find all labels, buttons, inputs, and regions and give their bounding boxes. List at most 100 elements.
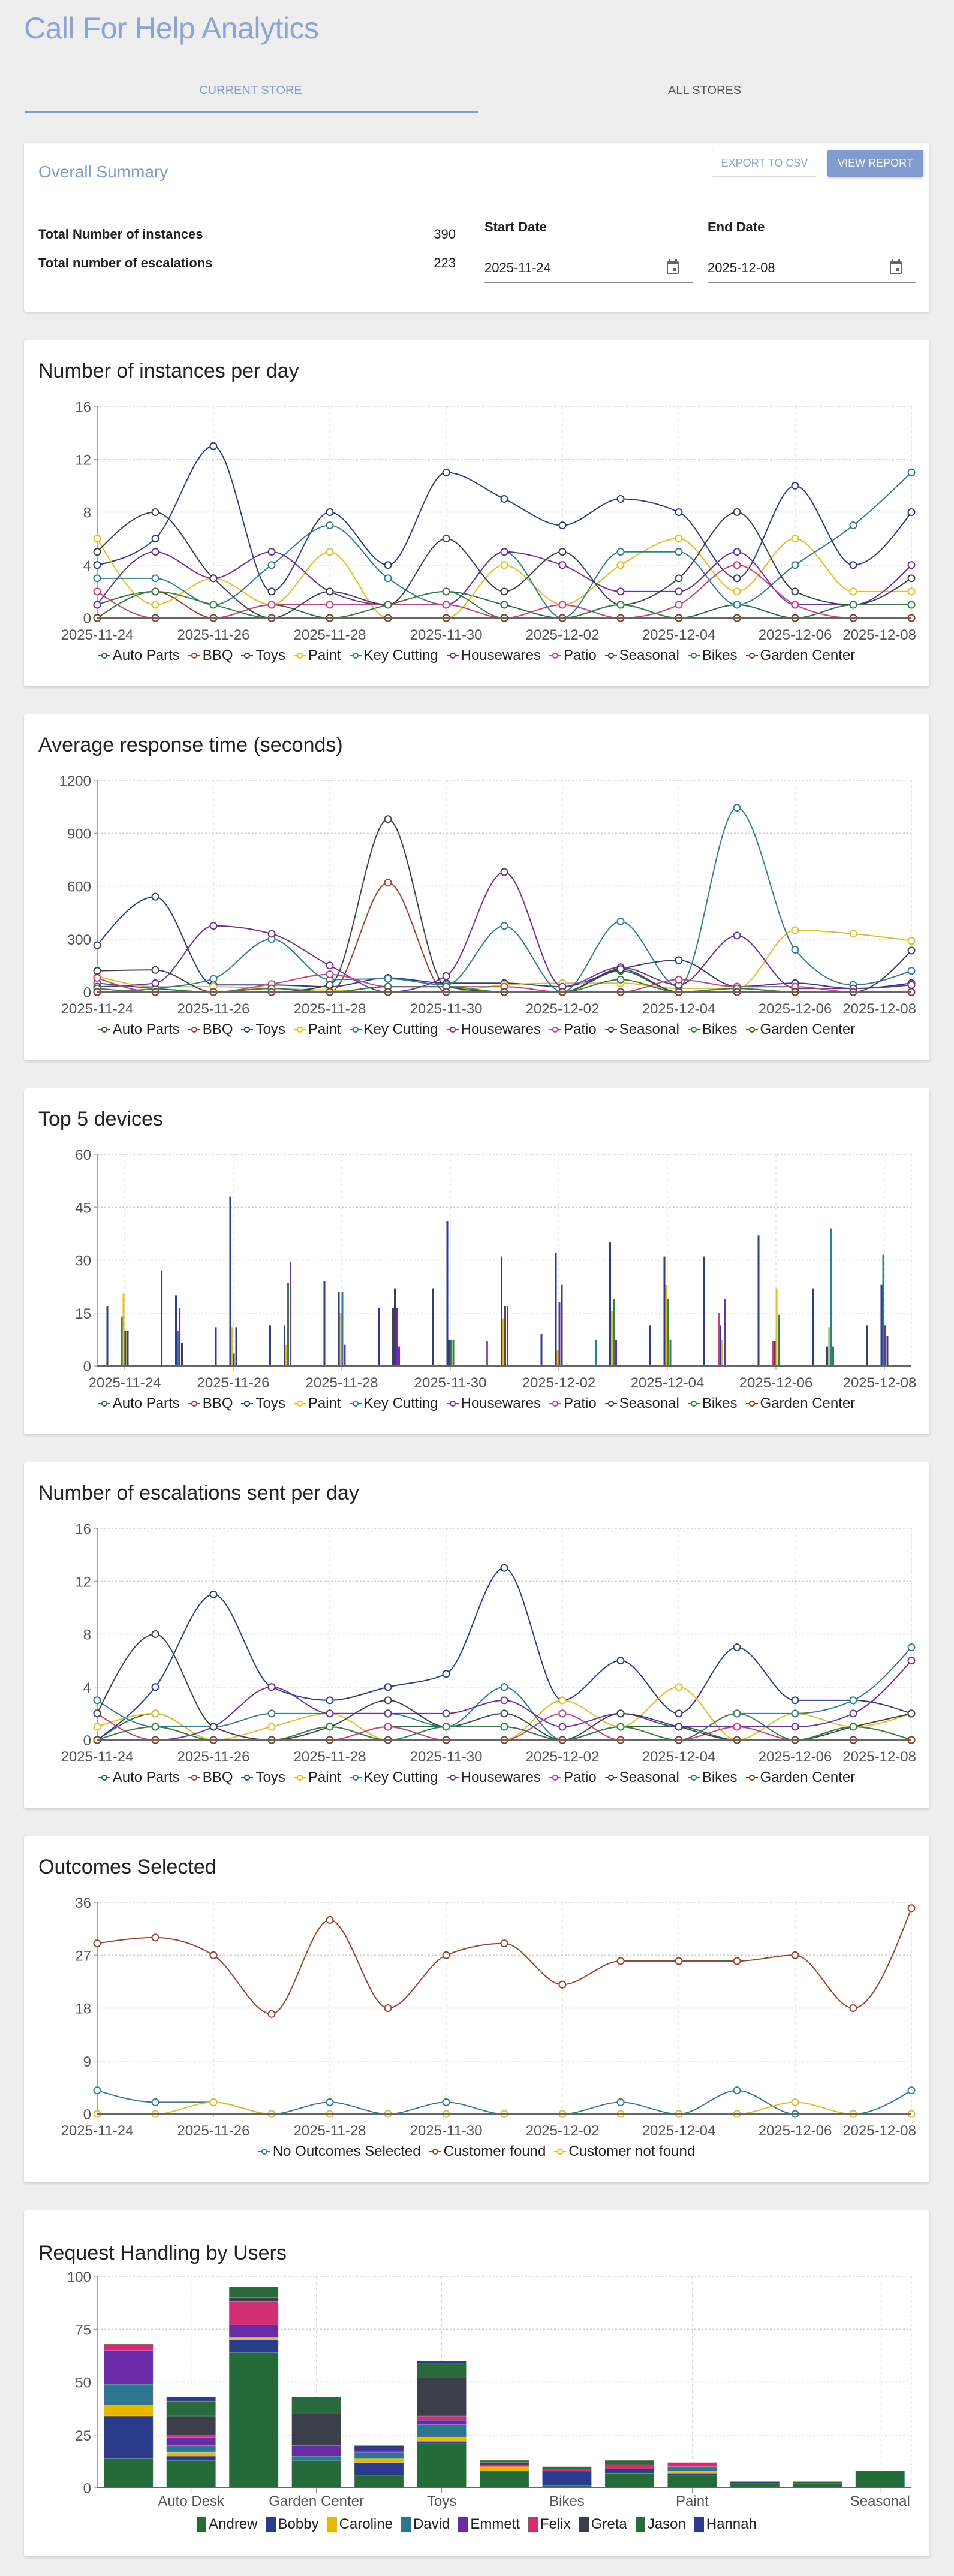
legend-label: David [413, 2516, 450, 2532]
bar-segment-bobby [103, 2415, 154, 2459]
bar-paint [285, 1344, 287, 1366]
legend-line-marker-icon [604, 1775, 617, 1781]
data-point-key-cutting [791, 945, 799, 954]
legend-item-housewares[interactable]: Housewares [446, 1769, 541, 1786]
legend-item-bikes[interactable]: Bikes [687, 647, 738, 664]
legend-item-customer-found[interactable]: Customer found [429, 2143, 546, 2160]
legend-item-seasonal[interactable]: Seasonal [604, 1021, 679, 1038]
legend-item-toys[interactable]: Toys [241, 1395, 285, 1412]
legend-item-garden-center[interactable]: Garden Center [745, 1769, 855, 1786]
data-point-key-cutting [733, 804, 741, 812]
legend-item-patio[interactable]: Patio [549, 1021, 597, 1038]
data-point-customer-found [500, 1939, 508, 1948]
legend-item-bikes[interactable]: Bikes [687, 1769, 738, 1786]
legend-item-housewares[interactable]: Housewares [446, 1395, 541, 1412]
legend-line-marker-icon [241, 653, 254, 659]
legend-item-bikes[interactable]: Bikes [687, 1395, 738, 1412]
data-point-toys [442, 1670, 450, 1678]
legend-item-emmett[interactable]: Emmett [458, 2516, 520, 2533]
legend-item-bbq[interactable]: BBQ [188, 647, 233, 664]
end-date-input[interactable]: 2025-12-08 [708, 257, 916, 283]
legend-item-toys[interactable]: Toys [241, 647, 285, 664]
legend-item-bobby[interactable]: Bobby [266, 2516, 319, 2533]
bar-toys [880, 1284, 883, 1366]
legend-item-seasonal[interactable]: Seasonal [604, 647, 679, 664]
data-point-seasonal [209, 574, 218, 583]
legend-item-housewares[interactable]: Housewares [446, 647, 541, 664]
legend-item-caroline[interactable]: Caroline [327, 2516, 393, 2533]
legend-item-auto-parts[interactable]: Auto Parts [98, 1021, 180, 1038]
bar-housewares [884, 1325, 886, 1366]
legend-item-toys[interactable]: Toys [241, 1021, 285, 1038]
chart-legend: Andrew Bobby Caroline David Emmett Felix Greta… [24, 2516, 929, 2533]
legend-item-paint[interactable]: Paint [293, 1769, 341, 1786]
legend-item-patio[interactable]: Patio [549, 647, 597, 664]
data-point-paint [791, 926, 799, 934]
data-point-toys [209, 1590, 218, 1598]
legend-item-paint[interactable]: Paint [293, 1021, 341, 1038]
data-point-patio [267, 601, 276, 609]
view-report-button[interactable]: VIEW REPORT [827, 150, 923, 177]
bar-segment-felix [604, 2464, 655, 2469]
data-point-housewares [93, 601, 101, 609]
bar-toys [703, 1256, 705, 1366]
end-date-value: 2025-12-08 [708, 260, 775, 275]
legend-item-garden-center[interactable]: Garden Center [745, 1395, 855, 1412]
legend-item-patio[interactable]: Patio [549, 1769, 597, 1786]
legend-item-seasonal[interactable]: Seasonal [604, 1769, 679, 1786]
data-point-paint [151, 1709, 159, 1718]
legend-item-auto-parts[interactable]: Auto Parts [98, 1395, 180, 1412]
calendar-icon[interactable] [889, 259, 902, 275]
calendar-icon[interactable] [666, 259, 679, 275]
legend-item-key-cutting[interactable]: Key Cutting [349, 647, 438, 664]
legend-item-bbq[interactable]: BBQ [188, 1769, 233, 1786]
data-point-key-cutting [907, 468, 916, 476]
data-point-customer-not-found [791, 2098, 799, 2106]
legend-item-andrew[interactable]: Andrew [197, 2516, 258, 2533]
legend-item-david[interactable]: David [401, 2516, 450, 2533]
data-point-seasonal [791, 587, 799, 596]
legend-item-garden-center[interactable]: Garden Center [745, 1021, 855, 1038]
legend-item-no-outcomes-selected[interactable]: No Outcomes Selected [258, 2143, 421, 2160]
legend-label: BBQ [202, 647, 233, 663]
tab-all-stores[interactable]: ALL STORES [667, 84, 742, 97]
legend-item-paint[interactable]: Paint [293, 1395, 341, 1412]
data-point-bikes [733, 1709, 741, 1718]
legend-line-marker-icon [188, 653, 200, 659]
legend-item-patio[interactable]: Patio [549, 1395, 597, 1412]
start-date-input[interactable]: 2025-11-24 [484, 257, 693, 283]
bar-housewares [344, 1344, 346, 1366]
tab-current-store[interactable]: CURRENT STORE [199, 84, 302, 97]
legend-item-key-cutting[interactable]: Key Cutting [349, 1769, 438, 1786]
legend-item-felix[interactable]: Felix [528, 2516, 571, 2533]
legend-item-paint[interactable]: Paint [293, 647, 341, 664]
legend-item-greta[interactable]: Greta [579, 2516, 627, 2533]
export-csv-button[interactable]: EXPORT TO CSV [712, 150, 817, 177]
legend-item-auto-parts[interactable]: Auto Parts [98, 1769, 180, 1786]
legend-swatch [458, 2517, 468, 2532]
x-tick-label: 2025-12-02 [526, 2123, 600, 2139]
legend-item-garden-center[interactable]: Garden Center [745, 647, 855, 664]
legend-item-bbq[interactable]: BBQ [188, 1021, 233, 1038]
legend-label: BBQ [202, 1021, 233, 1037]
legend-item-jason[interactable]: Jason [635, 2516, 686, 2533]
legend-item-key-cutting[interactable]: Key Cutting [349, 1021, 438, 1038]
data-point-no-outcomes-selected [151, 2098, 159, 2106]
bar-segment-jason [479, 2460, 529, 2463]
bar-segment-bobby [354, 2462, 404, 2476]
bar-segment-jason [166, 2400, 216, 2417]
legend-item-hannah[interactable]: Hannah [694, 2516, 757, 2533]
data-point-paint [93, 535, 101, 543]
legend-label: Jason [647, 2516, 686, 2532]
legend-item-auto-parts[interactable]: Auto Parts [98, 647, 180, 664]
legend-item-bbq[interactable]: BBQ [188, 1395, 233, 1412]
legend-item-bikes[interactable]: Bikes [687, 1021, 738, 1038]
legend-item-housewares[interactable]: Housewares [446, 1021, 541, 1038]
bar-toys [229, 1196, 231, 1366]
legend-item-key-cutting[interactable]: Key Cutting [349, 1395, 438, 1412]
legend-item-seasonal[interactable]: Seasonal [604, 1395, 679, 1412]
legend-item-toys[interactable]: Toys [241, 1769, 285, 1786]
legend-item-customer-not-found[interactable]: Customer not found [554, 2143, 695, 2160]
legend-swatch [327, 2517, 337, 2532]
data-point-key-cutting [907, 1643, 916, 1652]
